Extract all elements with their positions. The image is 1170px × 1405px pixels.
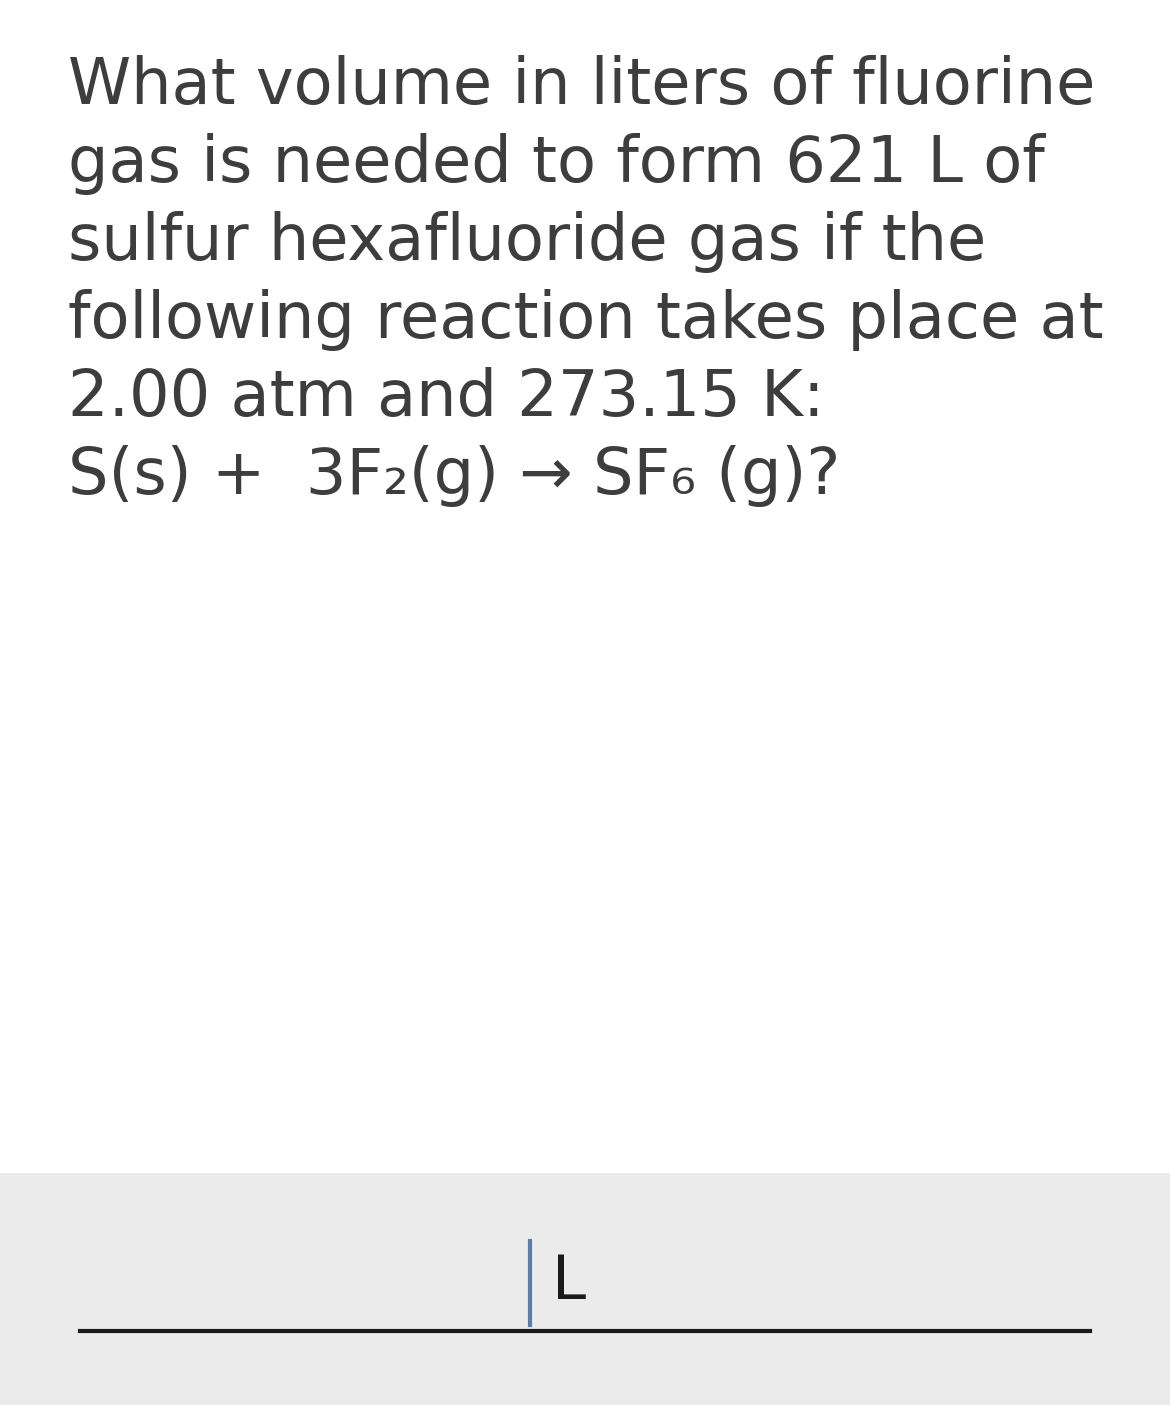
Text: L: L [552,1253,586,1312]
Text: What volume in liters of fluorine: What volume in liters of fluorine [68,55,1095,117]
Text: gas is needed to form 621 L of: gas is needed to form 621 L of [68,133,1045,195]
Bar [0,1173,1170,1405]
Text: 2.00 atm and 273.15 K:: 2.00 atm and 273.15 K: [68,367,825,429]
Text: sulfur hexafluoride gas if the: sulfur hexafluoride gas if the [68,211,986,273]
Text: S(s) +  3F₂(g) → SF₆ (g)?: S(s) + 3F₂(g) → SF₆ (g)? [68,445,840,507]
Bar [0,0,1170,1173]
Text: following reaction takes place at: following reaction takes place at [68,289,1103,351]
